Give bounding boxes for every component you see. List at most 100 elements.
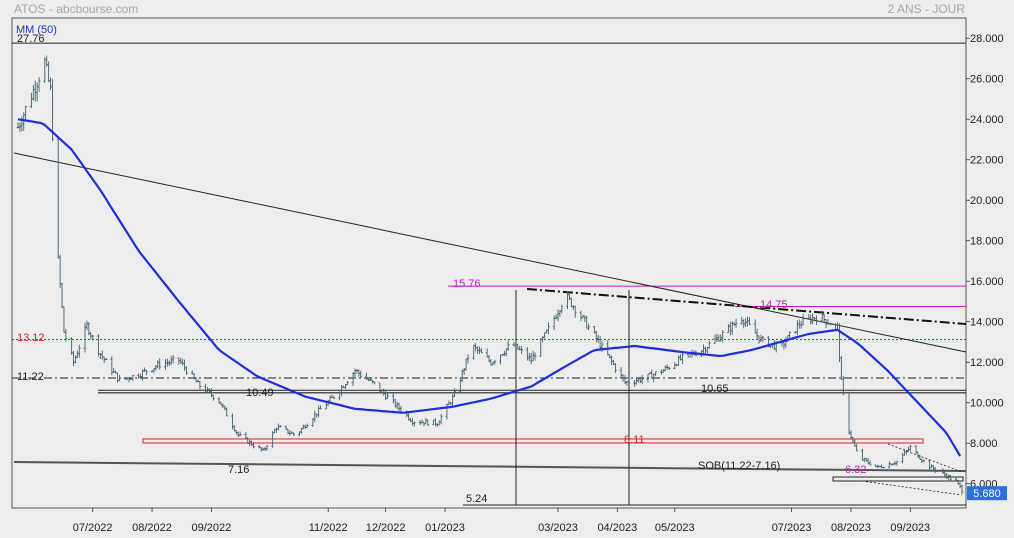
candle	[332, 396, 336, 400]
x-tick-label: 09/2022	[192, 522, 232, 534]
candle	[882, 466, 885, 469]
y-tick-label: 26.000	[970, 74, 1004, 86]
y-tick-label: 22.000	[970, 155, 1004, 167]
candle	[171, 355, 175, 364]
x-tick-label: 08/2023	[831, 522, 871, 534]
x-tick-label: 07/2022	[73, 522, 113, 534]
candle	[24, 105, 28, 120]
candle	[560, 304, 564, 314]
y-tick-label: 8.000	[970, 438, 998, 450]
x-tick-label: 05/2023	[655, 522, 695, 534]
candle	[386, 393, 389, 399]
candle	[252, 442, 255, 449]
annotation-label: 13.12	[17, 332, 45, 344]
candle	[118, 374, 121, 382]
x-tick-label: 07/2023	[772, 522, 812, 534]
chart-period: 2 ANS - JOUR	[888, 2, 966, 16]
candle	[198, 380, 202, 390]
candle	[707, 340, 711, 349]
candle	[788, 331, 792, 340]
x-tick-label: 08/2022	[132, 522, 172, 534]
candle	[667, 366, 671, 371]
y-tick-label: 18.000	[970, 236, 1004, 248]
candle	[922, 459, 926, 463]
annotation-label: 15.76	[453, 278, 481, 290]
ma-legend: MM (50)	[16, 24, 57, 36]
candle	[131, 374, 135, 381]
candle	[453, 388, 456, 398]
candle	[158, 358, 162, 370]
candle	[761, 336, 765, 343]
candle	[506, 340, 510, 351]
annotation-label: 10.49	[246, 387, 274, 399]
y-tick-label: 10.000	[970, 398, 1004, 410]
candle	[908, 444, 912, 452]
candle	[734, 318, 738, 328]
support-line	[13, 461, 967, 472]
y-tick-label: 24.000	[970, 114, 1004, 126]
candle	[935, 470, 939, 472]
x-tick-label: 11/2022	[309, 522, 348, 534]
x-tick-label: 03/2023	[538, 522, 578, 534]
ma50-line	[17, 118, 962, 457]
candle	[305, 423, 309, 429]
candle	[104, 358, 108, 361]
candle	[493, 360, 497, 365]
candle	[426, 419, 430, 426]
candle	[721, 329, 725, 343]
annotation-label: 7.16	[228, 464, 249, 476]
last-price-badge: 5.680	[967, 486, 1007, 501]
candle	[359, 370, 363, 378]
annotation-label: SOB(11.22-7.16)	[698, 460, 780, 472]
candle	[64, 328, 68, 342]
candle	[91, 334, 95, 341]
x-tick-label: 04/2023	[597, 522, 637, 534]
candle	[211, 394, 215, 401]
moving-average	[17, 118, 962, 457]
candle	[640, 375, 644, 385]
y-tick-label: 14.000	[970, 317, 1004, 329]
annotation-label: 10.65	[701, 383, 729, 395]
channel-bottom	[861, 480, 963, 496]
candle	[278, 425, 282, 428]
x-tick-label: 09/2023	[890, 522, 930, 534]
candle	[895, 460, 899, 466]
candle	[815, 315, 818, 325]
candle	[627, 378, 631, 386]
candle	[960, 484, 964, 494]
candle	[573, 305, 577, 318]
annotation-label: 5.24	[466, 493, 487, 505]
annotations: 27.76 13.12 11.22 10.49 7.16 5.24 15.76 14.75 10…	[17, 33, 866, 505]
candle	[828, 322, 832, 326]
candle	[520, 346, 523, 354]
overlay-lines	[12, 42, 967, 506]
candle	[868, 460, 872, 466]
candle	[681, 352, 684, 364]
candle	[533, 352, 537, 361]
candle	[439, 413, 443, 425]
candle	[225, 407, 229, 417]
last-price-label: 5.680	[973, 488, 1001, 500]
candle	[949, 474, 952, 481]
candle	[654, 371, 658, 376]
candle	[841, 375, 845, 396]
candle	[547, 322, 550, 335]
annotation-label: 14.75	[760, 299, 788, 311]
annotation-label: 11.22	[17, 371, 44, 383]
candle	[37, 77, 41, 93]
channel-top	[887, 443, 963, 473]
chart-title: ATOS - abcbourse.com	[14, 2, 138, 16]
candle	[372, 381, 376, 385]
candle	[855, 443, 859, 452]
candle	[265, 444, 269, 451]
candle	[345, 381, 349, 386]
x-tick-label: 12/2022	[366, 522, 406, 534]
y-tick-label: 12.000	[970, 357, 1004, 369]
resistance-line	[526, 288, 967, 325]
candle	[748, 316, 751, 326]
candle	[292, 432, 296, 436]
y-axis: 28.000 26.000 24.000 22.000 20.000 18.000 16.0…	[966, 33, 1004, 491]
y-tick-label: 16.000	[970, 276, 1004, 288]
candle	[614, 363, 617, 373]
